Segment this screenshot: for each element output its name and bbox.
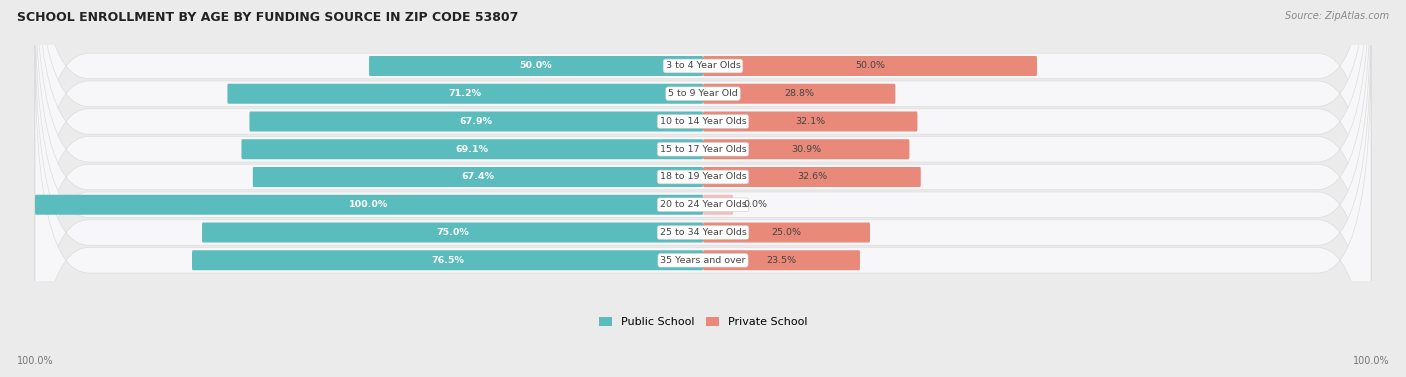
FancyBboxPatch shape: [703, 56, 1038, 76]
FancyBboxPatch shape: [35, 0, 1371, 359]
Text: Source: ZipAtlas.com: Source: ZipAtlas.com: [1285, 11, 1389, 21]
FancyBboxPatch shape: [35, 0, 1371, 275]
Text: 67.4%: 67.4%: [461, 173, 495, 181]
Text: 10 to 14 Year Olds: 10 to 14 Year Olds: [659, 117, 747, 126]
FancyBboxPatch shape: [35, 195, 703, 215]
Text: 25 to 34 Year Olds: 25 to 34 Year Olds: [659, 228, 747, 237]
FancyBboxPatch shape: [193, 250, 703, 270]
Text: 35 Years and over: 35 Years and over: [661, 256, 745, 265]
Text: 71.2%: 71.2%: [449, 89, 482, 98]
Text: 67.9%: 67.9%: [460, 117, 492, 126]
Text: 50.0%: 50.0%: [855, 61, 884, 70]
FancyBboxPatch shape: [703, 112, 918, 132]
Text: 20 to 24 Year Olds: 20 to 24 Year Olds: [659, 200, 747, 209]
FancyBboxPatch shape: [35, 0, 1371, 377]
FancyBboxPatch shape: [35, 0, 1371, 377]
FancyBboxPatch shape: [228, 84, 703, 104]
Text: 23.5%: 23.5%: [766, 256, 797, 265]
Text: 0.0%: 0.0%: [744, 200, 768, 209]
FancyBboxPatch shape: [703, 84, 896, 104]
FancyBboxPatch shape: [703, 139, 910, 159]
Text: 30.9%: 30.9%: [792, 145, 821, 154]
Text: 100.0%: 100.0%: [1353, 356, 1389, 366]
Text: 50.0%: 50.0%: [520, 61, 553, 70]
Legend: Public School, Private School: Public School, Private School: [599, 317, 807, 327]
FancyBboxPatch shape: [703, 222, 870, 242]
Text: 25.0%: 25.0%: [772, 228, 801, 237]
Text: 18 to 19 Year Olds: 18 to 19 Year Olds: [659, 173, 747, 181]
FancyBboxPatch shape: [202, 222, 703, 242]
FancyBboxPatch shape: [368, 56, 703, 76]
FancyBboxPatch shape: [249, 112, 703, 132]
FancyBboxPatch shape: [35, 0, 1371, 331]
Text: 100.0%: 100.0%: [17, 356, 53, 366]
Text: 32.6%: 32.6%: [797, 173, 827, 181]
Text: 15 to 17 Year Olds: 15 to 17 Year Olds: [659, 145, 747, 154]
FancyBboxPatch shape: [242, 139, 703, 159]
FancyBboxPatch shape: [703, 250, 860, 270]
Text: 32.1%: 32.1%: [796, 117, 825, 126]
FancyBboxPatch shape: [35, 23, 1371, 377]
Text: 75.0%: 75.0%: [436, 228, 468, 237]
FancyBboxPatch shape: [35, 51, 1371, 377]
FancyBboxPatch shape: [253, 167, 703, 187]
FancyBboxPatch shape: [703, 167, 921, 187]
Text: 5 to 9 Year Old: 5 to 9 Year Old: [668, 89, 738, 98]
Text: 28.8%: 28.8%: [785, 89, 814, 98]
Text: 100.0%: 100.0%: [350, 200, 388, 209]
Text: 3 to 4 Year Olds: 3 to 4 Year Olds: [665, 61, 741, 70]
Text: SCHOOL ENROLLMENT BY AGE BY FUNDING SOURCE IN ZIP CODE 53807: SCHOOL ENROLLMENT BY AGE BY FUNDING SOUR…: [17, 11, 519, 24]
Text: 69.1%: 69.1%: [456, 145, 489, 154]
FancyBboxPatch shape: [703, 195, 733, 215]
Text: 76.5%: 76.5%: [432, 256, 464, 265]
FancyBboxPatch shape: [35, 0, 1371, 303]
